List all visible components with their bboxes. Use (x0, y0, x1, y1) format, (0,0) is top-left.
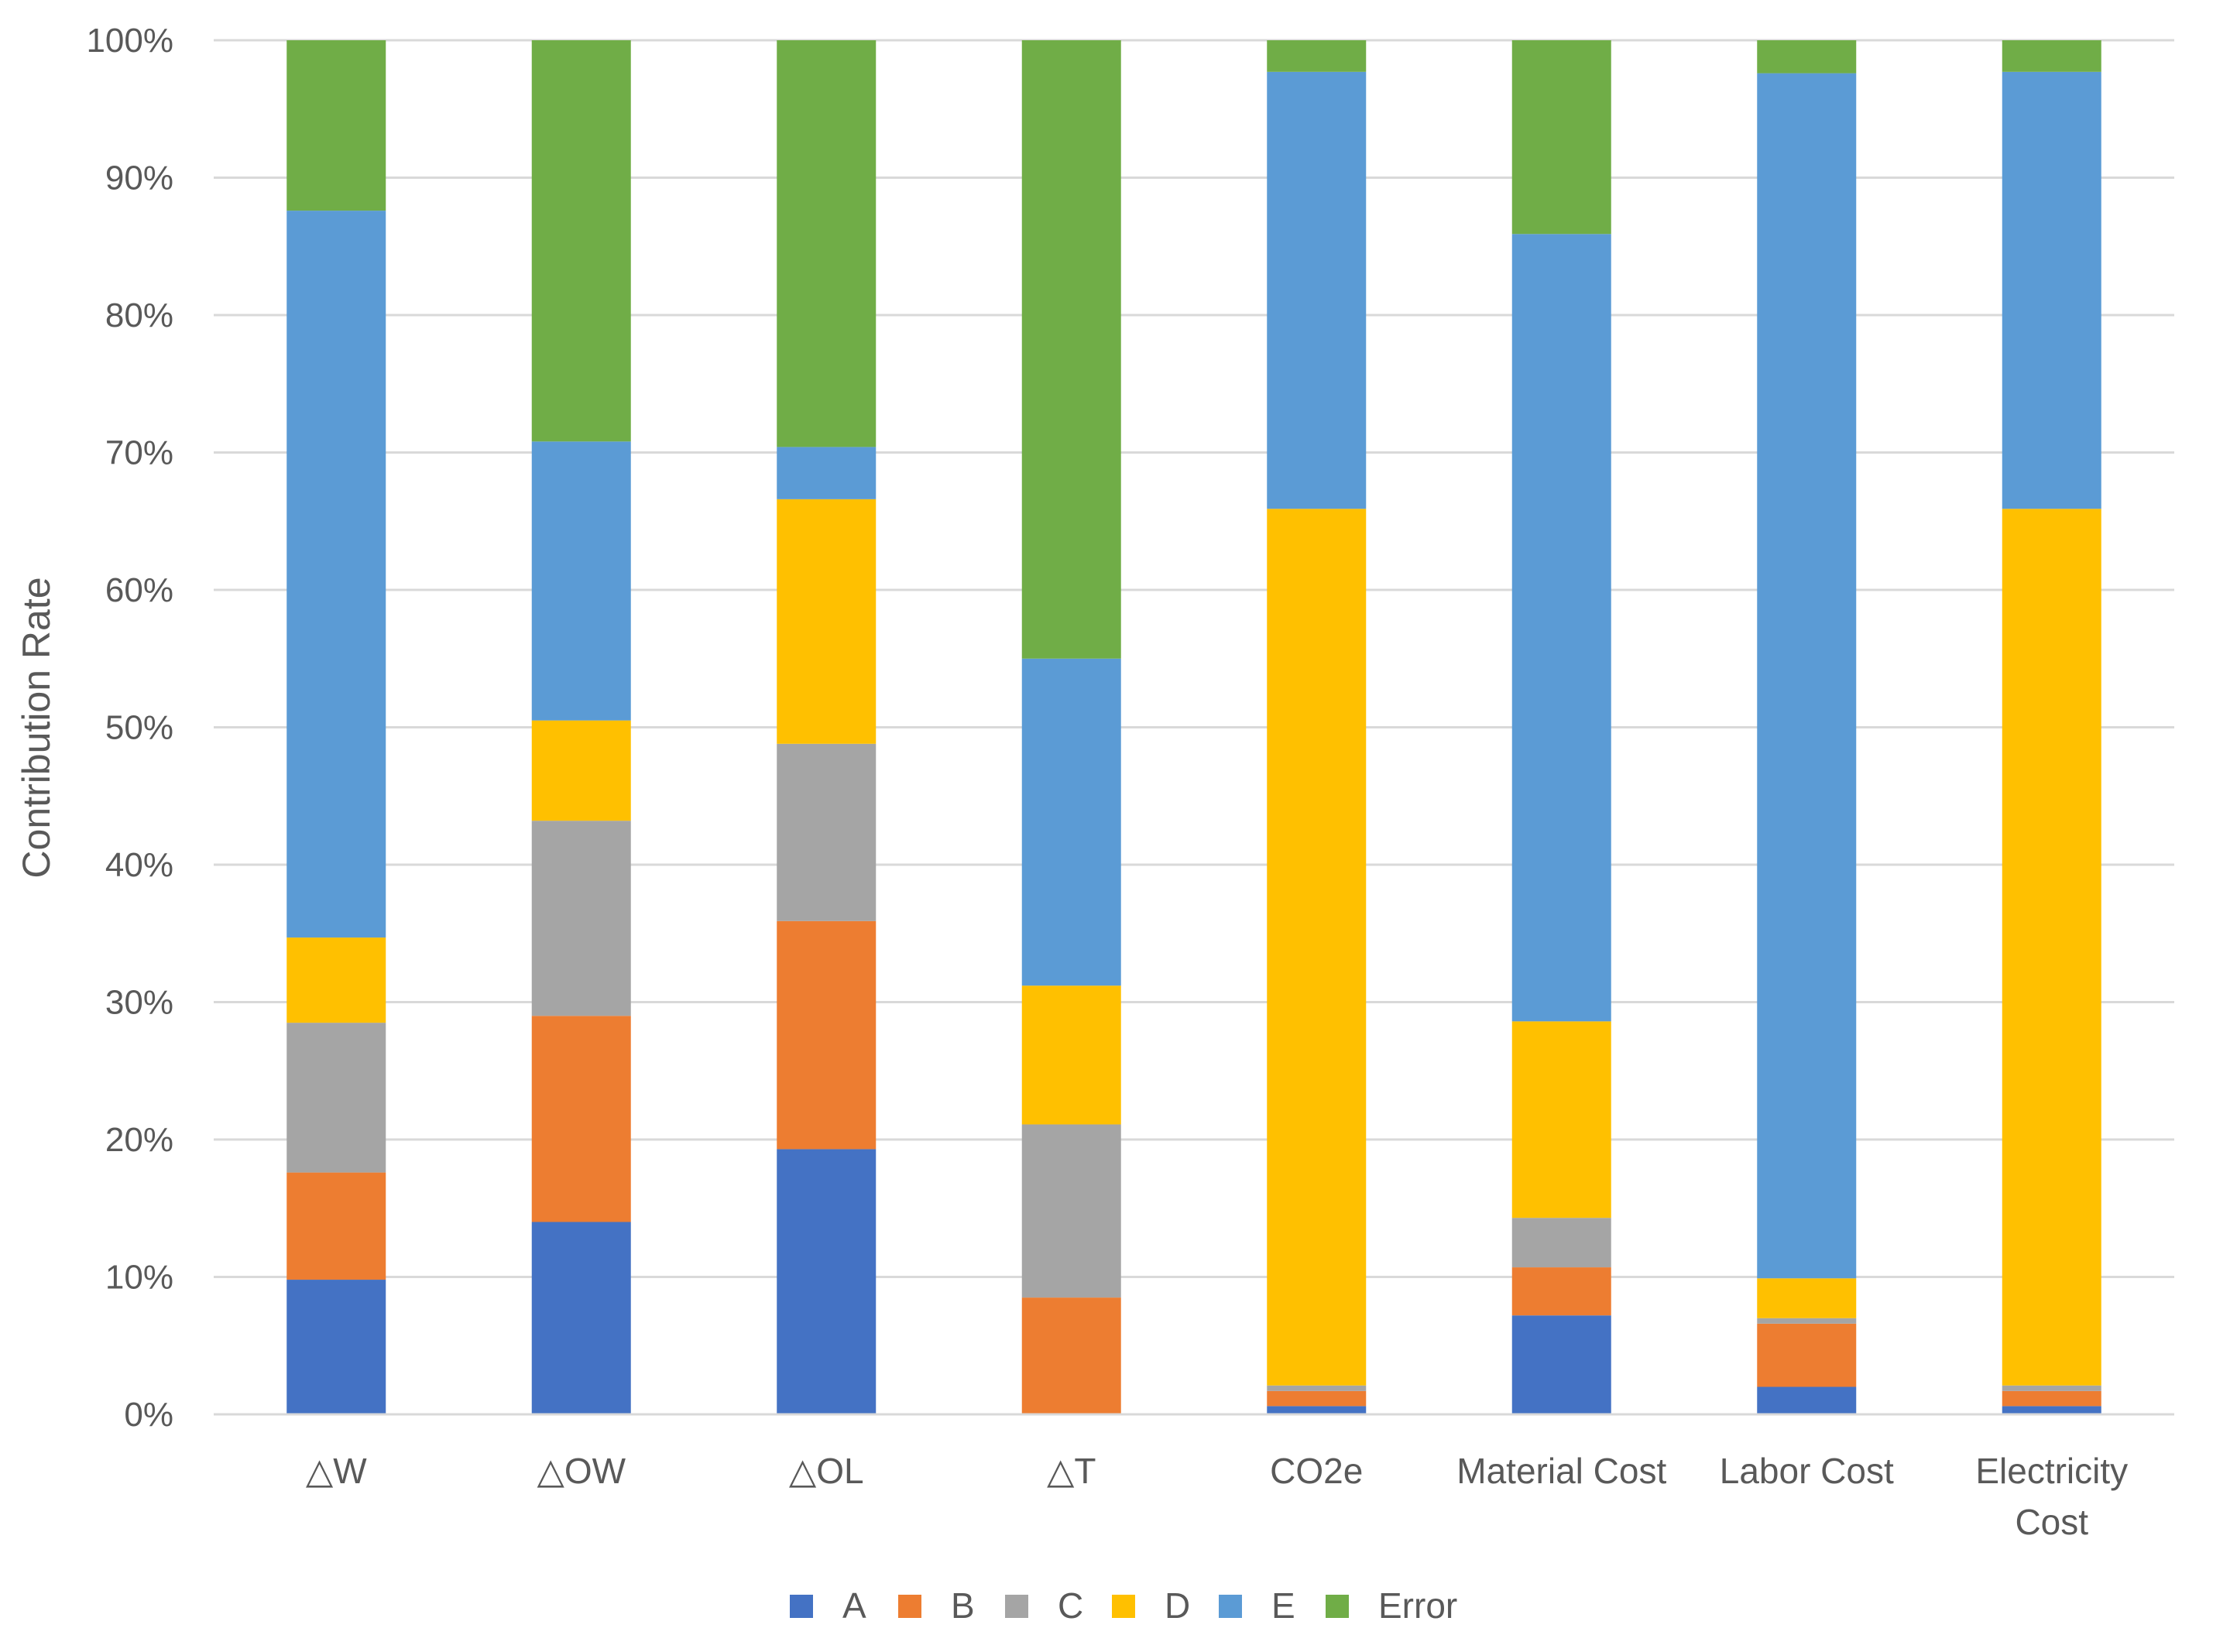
x-category-label: CO2e (1270, 1451, 1363, 1491)
y-axis-label: Contribution Rate (15, 577, 58, 878)
bars (286, 40, 2101, 1414)
legend-swatch (1005, 1595, 1028, 1618)
bar-segment-c (1021, 1124, 1121, 1298)
legend-label: A (842, 1585, 866, 1626)
bar-segment-e (1757, 73, 1857, 1279)
legend-swatch (898, 1595, 921, 1618)
x-category-label: Electricity Cost (1975, 1451, 2128, 1542)
bar-segment-e (1021, 658, 1121, 986)
y-tick-label: 70% (105, 434, 173, 472)
bar-segment-e (777, 447, 877, 499)
bar-segment-a (777, 1149, 877, 1414)
bar-segment-d (1021, 985, 1121, 1125)
bar-segment-d (2002, 509, 2101, 1386)
bar-segment-b (2002, 1390, 2101, 1407)
bar-segment-c (531, 821, 631, 1016)
bar-segment-b (1757, 1323, 1857, 1387)
x-category-label: Material Cost (1456, 1451, 1666, 1491)
y-tick-label: 50% (105, 709, 173, 747)
bar-segment-error (2002, 40, 2101, 72)
y-tick-label: 90% (105, 159, 173, 197)
bar-segment-a (1267, 1406, 1367, 1414)
bar-segment-a (1757, 1386, 1857, 1414)
bar-segment-b (531, 1016, 631, 1222)
legend-item-b: B (898, 1585, 975, 1626)
bar-segment-b (1511, 1267, 1611, 1316)
bar-segment-c (1267, 1385, 1367, 1391)
bar-segment-error (1021, 40, 1121, 659)
legend-item-a: A (790, 1585, 866, 1626)
legend-swatch (1219, 1595, 1242, 1618)
legend-item-c: C (1005, 1585, 1083, 1626)
bar-segment-error (777, 40, 877, 447)
bar-segment-c (1511, 1218, 1611, 1268)
bar-segment-d (1511, 1021, 1611, 1218)
legend-item-e: E (1219, 1585, 1295, 1626)
bar-segment-c (2002, 1385, 2101, 1391)
bar-segment-error (1511, 40, 1611, 235)
bar-segment-a (531, 1222, 631, 1414)
bar-segment-b (1021, 1297, 1121, 1414)
y-tick-label: 40% (105, 846, 173, 884)
legend-swatch (1326, 1595, 1349, 1618)
bar-segment-b (777, 920, 877, 1150)
bar-segment-e (1511, 234, 1611, 1022)
bar-segment-b (286, 1172, 386, 1280)
bar-segment-d (777, 499, 877, 744)
bar-segment-error (286, 40, 386, 211)
bar-segment-e (1267, 71, 1367, 509)
legend-label: B (951, 1585, 975, 1626)
legend-label: E (1271, 1585, 1295, 1626)
y-tick-label: 20% (105, 1121, 173, 1159)
y-tick-label: 0% (124, 1396, 173, 1434)
bar-segment-error (1267, 40, 1367, 72)
bar-segment-e (531, 441, 631, 721)
bar-segment-c (1757, 1318, 1857, 1324)
x-category-label: △OL (789, 1451, 864, 1491)
bar-segment-e (2002, 71, 2101, 509)
bar-segment-d (1267, 509, 1367, 1386)
bar-segment-d (1757, 1278, 1857, 1318)
bar-segment-c (777, 743, 877, 921)
bar-segment-e (286, 211, 386, 938)
legend-label: D (1165, 1585, 1190, 1626)
y-tick-label: 30% (105, 984, 173, 1022)
bar-segment-a (2002, 1406, 2101, 1414)
bar-segment-a (1511, 1315, 1611, 1414)
x-category-label: △OW (537, 1451, 626, 1491)
bar-segment-error (1757, 40, 1857, 74)
x-axis-categories: △W △OW △OL △T CO2e Material Cost Labor Cost Ele… (306, 1451, 2128, 1542)
y-tick-label: 80% (105, 296, 173, 334)
bar-segment-d (531, 720, 631, 821)
bar-segment-b (1267, 1390, 1367, 1407)
bar-segment-a (286, 1280, 386, 1414)
y-axis-ticks: 0% 10% 20% 30% 40% 50% 60% 70% 80% 90% 100% (86, 22, 173, 1434)
legend-item-error: Error (1326, 1585, 1457, 1626)
y-tick-label: 10% (105, 1259, 173, 1297)
legend: A B C D E Error (790, 1585, 1457, 1626)
x-category-label: △W (306, 1451, 367, 1491)
legend-swatch (790, 1595, 813, 1618)
y-tick-label: 100% (86, 22, 173, 60)
legend-label: Error (1378, 1585, 1457, 1626)
legend-item-d: D (1112, 1585, 1190, 1626)
legend-swatch (1112, 1595, 1135, 1618)
y-tick-label: 60% (105, 571, 173, 609)
bar-segment-d (286, 937, 386, 1023)
bar-segment-error (531, 40, 631, 442)
legend-label: C (1058, 1585, 1083, 1626)
gridlines (214, 39, 2174, 1278)
bar-segment-c (286, 1023, 386, 1173)
x-category-label: Labor Cost (1720, 1451, 1894, 1491)
x-category-label: △T (1047, 1451, 1096, 1491)
